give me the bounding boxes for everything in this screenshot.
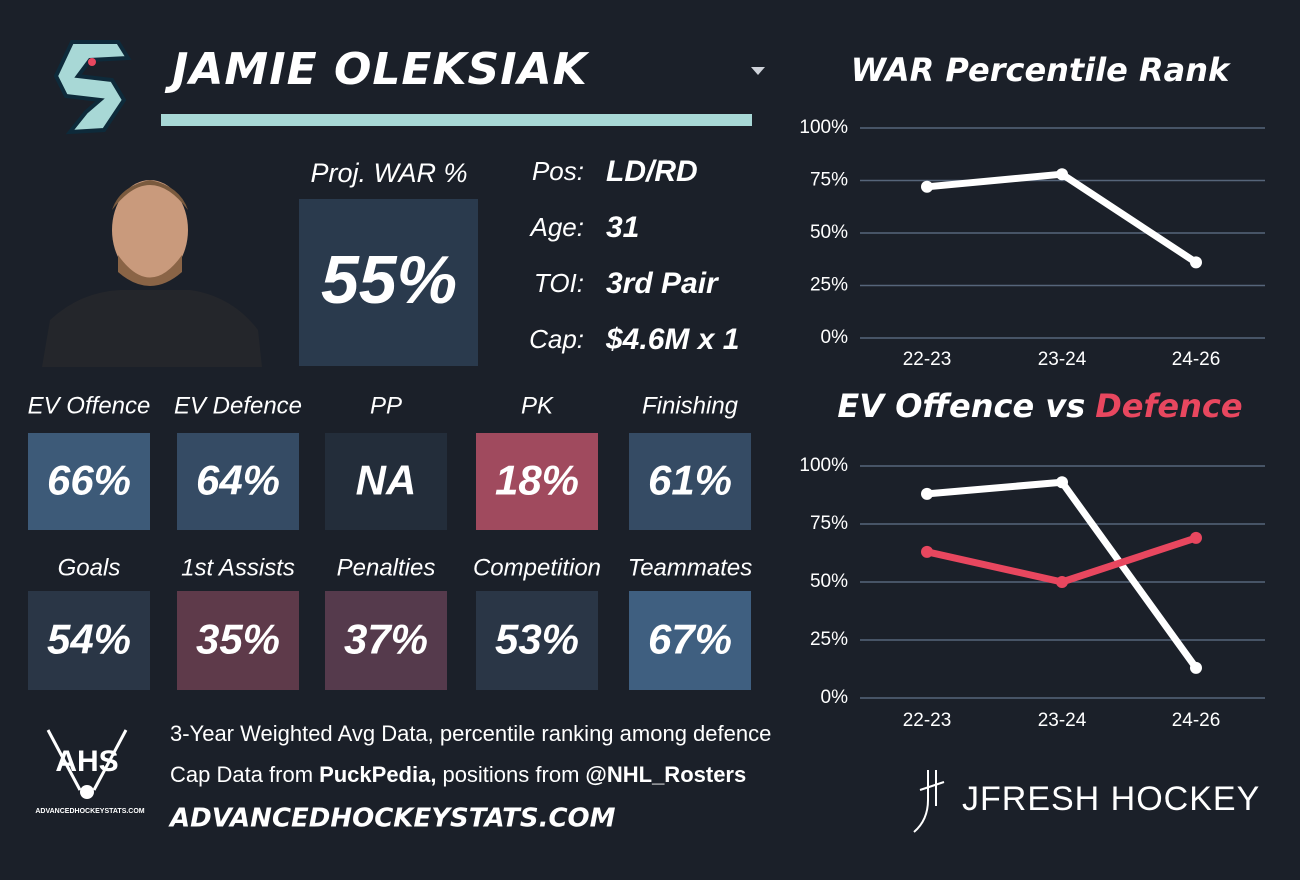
series-point <box>1190 256 1202 269</box>
puck <box>80 785 94 799</box>
chart-title: EV Offence vs Defence <box>837 387 1242 425</box>
source-part: PuckPedia, <box>319 762 436 787</box>
tile-value: 67% <box>648 616 732 663</box>
projection-label: Proj. WAR % <box>310 158 467 188</box>
info-label: Age: <box>529 212 585 242</box>
tile-value: 54% <box>47 616 131 663</box>
tile-label: Goals <box>58 554 121 581</box>
x-tick-label: 23-24 <box>1038 349 1087 370</box>
source-part: Cap Data from <box>170 762 313 787</box>
player-photo <box>42 175 262 367</box>
title-part: WAR Percentile Rank <box>851 51 1231 89</box>
player-name: JAMIE OLEKSIAK <box>164 44 590 95</box>
projection-value: 55% <box>321 242 457 318</box>
ahs-logo-caption: ADVANCEDHOCKEYSTATS.COM <box>35 808 144 815</box>
source-part: positions from <box>442 762 579 787</box>
source-part: @NHL_Rosters <box>585 762 746 787</box>
tile-box <box>177 591 299 690</box>
jfresh-logo <box>913 770 945 833</box>
tile-value: 18% <box>495 457 579 504</box>
tile-box <box>476 433 598 530</box>
series-point <box>921 487 933 500</box>
series-point <box>1056 168 1068 181</box>
tile-label: EV Offence <box>28 392 151 419</box>
tile-box <box>177 433 299 530</box>
y-tick-label: 100% <box>799 455 848 476</box>
tile-label: Penalties <box>337 554 436 581</box>
y-tick-label: 50% <box>810 571 848 592</box>
projection-box <box>299 199 478 366</box>
x-tick-label: 24-26 <box>1172 710 1221 731</box>
dropdown[interactable] <box>751 67 765 75</box>
tile-label: EV Defence <box>174 392 302 419</box>
ahs-logo-text: AHS <box>55 745 118 778</box>
tile-label: PP <box>370 392 402 419</box>
info-label: TOI: <box>534 268 584 298</box>
brand: JFRESH HOCKEY <box>962 780 1260 818</box>
series-point <box>1190 661 1202 674</box>
tile-value: NA <box>356 457 417 504</box>
footer-note: 3-Year Weighted Avg Data, percentile ran… <box>170 721 771 746</box>
y-tick-label: 75% <box>810 170 848 191</box>
info-label: Pos: <box>532 156 584 186</box>
tile-value: 37% <box>344 616 428 663</box>
y-tick-label: 75% <box>810 513 848 534</box>
info-value: LD/RD <box>606 155 698 188</box>
info-value: 3rd Pair <box>606 267 720 300</box>
tile-box <box>325 591 447 690</box>
title-part: Defence <box>1095 387 1242 425</box>
y-tick-label: 25% <box>810 629 848 650</box>
x-tick-label: 23-24 <box>1038 710 1087 731</box>
name-underline <box>161 114 752 126</box>
tile-label: PK <box>521 392 554 419</box>
tile-box <box>325 433 447 530</box>
footer-sources: Cap Data from PuckPedia, positions from @NH… <box>170 762 746 787</box>
chart-title: WAR Percentile Rank <box>851 51 1231 89</box>
tile-label: Finishing <box>642 392 739 419</box>
title-part: EV Offence vs <box>837 387 1085 425</box>
tile-box <box>629 591 751 690</box>
info-label: Cap: <box>529 324 584 354</box>
tile-label: Competition <box>473 554 601 581</box>
y-tick-label: 25% <box>810 275 848 296</box>
tile-box <box>476 591 598 690</box>
tile-value: 64% <box>196 457 280 504</box>
ahs-logo <box>46 729 128 791</box>
series-point <box>1056 476 1068 489</box>
series-point <box>921 180 933 193</box>
tile-value: 35% <box>196 616 280 663</box>
x-tick-label: 24-26 <box>1172 349 1221 370</box>
y-tick-label: 50% <box>810 222 848 243</box>
series-point <box>1190 531 1202 544</box>
y-tick-label: 0% <box>821 327 849 348</box>
series-point <box>1056 576 1068 588</box>
y-tick-label: 0% <box>821 687 849 708</box>
tile-box <box>629 433 751 530</box>
tile-value: 53% <box>495 616 579 663</box>
info-value: $4.6M x 1 <box>605 323 739 356</box>
info-value: 31 <box>606 211 639 244</box>
x-tick-label: 22-23 <box>903 710 952 731</box>
tile-label: 1st Assists <box>181 554 295 581</box>
x-tick-label: 22-23 <box>903 349 952 370</box>
footer-site: ADVANCEDHOCKEYSTATS.COM <box>168 804 616 834</box>
y-tick-label: 100% <box>799 117 848 138</box>
series-point <box>921 545 933 558</box>
team-logo <box>53 40 132 135</box>
tile-box <box>28 591 150 690</box>
tile-value: 66% <box>47 457 131 504</box>
tile-value: 61% <box>648 457 732 504</box>
tile-box <box>28 433 150 530</box>
tile-label: Teammates <box>628 554 753 581</box>
